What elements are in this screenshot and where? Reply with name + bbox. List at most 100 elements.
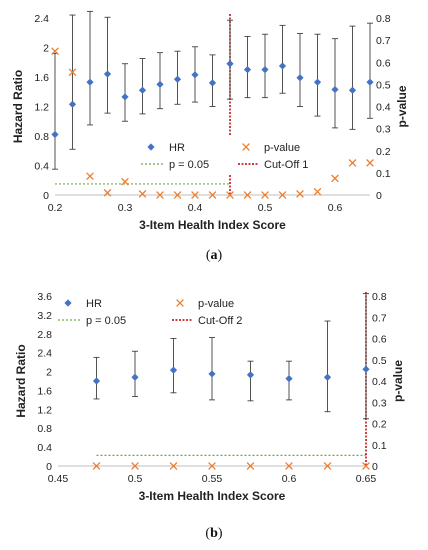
y-tick-label: 0.8 (37, 423, 52, 435)
p-value-point (131, 462, 139, 470)
p-value-point (278, 191, 287, 199)
x-tick-label: 0.45 (48, 473, 69, 485)
y2-tick-label: 0.6 (376, 57, 391, 69)
legend-cutoff-label: Cut-Off 1 (264, 159, 308, 171)
p-value-point (208, 191, 217, 199)
y2-tick-label: 0.5 (376, 79, 391, 91)
legend: HR p-value p = 0.05 Cut-Off 1 (135, 136, 333, 174)
y-tick-label: 1.2 (37, 404, 52, 416)
legend: HR p-value p = 0.05 Cut-Off 2 (58, 298, 242, 327)
legend-threshold-label: p = 0.05 (86, 315, 126, 327)
x-tick-label: 0.4 (188, 202, 203, 214)
x-tick-label: 0.6 (328, 202, 343, 214)
chart-b-svg: 0 0.4 0.8 1.2 1.6 2 2.4 2.8 3.2 3.6 0 0.1 0.2 0.3 0.4 0… (14, 291, 405, 503)
x-tick-label: 0.65 (356, 473, 377, 485)
hr-point (226, 60, 234, 68)
p-value-point (208, 462, 216, 470)
hr-point (121, 93, 129, 101)
y2-axis-title: p-value (391, 360, 405, 402)
p-value-point (121, 177, 129, 186)
y-tick-label: 1.6 (34, 72, 49, 84)
hr-point (131, 373, 139, 381)
hr-point (278, 62, 287, 70)
hr-point (92, 377, 101, 385)
y-tick-label: 2.8 (37, 329, 52, 341)
caption-b: (b) (205, 526, 223, 541)
y-tick-label: 2 (43, 43, 49, 55)
p-value-point (226, 191, 234, 199)
y2-tick-label: 0.2 (376, 146, 391, 158)
chart-a-svg: 0 0.4 0.8 1.2 1.6 2 2.4 0 0.1 0.2 0.3 0.4 0.5 0.6 0.7 0… (11, 10, 409, 232)
legend-p-marker (176, 299, 184, 307)
y2-tick-label: 0.2 (372, 419, 387, 431)
y2-tick-label: 0.3 (372, 397, 387, 409)
hr-series (92, 293, 370, 420)
legend-hr-label: HR (169, 142, 185, 154)
p-value-point (362, 462, 370, 470)
legend-threshold-label: p = 0.05 (169, 159, 209, 171)
legend-hr-marker (147, 143, 155, 151)
legend-p-marker (242, 143, 250, 151)
p-value-point (92, 462, 101, 470)
y2-tick-label: 0.4 (376, 102, 391, 114)
hr-point (173, 75, 182, 83)
hr-point (246, 371, 255, 379)
y-axis-title: Hazard Ratio (14, 344, 28, 417)
p-value-point (246, 462, 255, 470)
y2-tick-label: 0.8 (372, 291, 387, 303)
p-value-point (313, 187, 322, 196)
y2-tick-label: 0.4 (372, 376, 387, 388)
p-value-point (169, 462, 178, 470)
hr-point (138, 86, 147, 94)
y2-tick-label: 0.6 (372, 334, 387, 346)
p-value-series (92, 462, 370, 470)
x-tick-label: 0.6 (282, 473, 297, 485)
y-tick-label: 3.2 (37, 310, 52, 322)
hr-point (285, 375, 293, 383)
hr-point (366, 78, 374, 86)
y-tick-label: 0.8 (34, 131, 49, 143)
hr-point (208, 370, 216, 378)
chart-panel-a: 0 0.4 0.8 1.2 1.6 2 2.4 0 0.1 0.2 0.3 0.4 0.5 0.6 0.7 0… (0, 0, 428, 272)
x-axis-title: 3-Item Health Index Score (139, 489, 286, 503)
hr-point (51, 130, 59, 139)
hr-point (103, 70, 112, 78)
y-tick-label: 3.6 (37, 291, 52, 303)
x-tick-label: 0.55 (202, 473, 223, 485)
caption-a: (a) (205, 248, 223, 263)
p-value-point (103, 188, 112, 197)
y-tick-label: 2.4 (37, 348, 52, 360)
chart-panel-b: 0 0.4 0.8 1.2 1.6 2 2.4 2.8 3.2 3.6 0 0.1 0.2 0.3 0.4 0… (0, 278, 428, 550)
legend-p-label: p-value (198, 298, 234, 310)
y2-tick-label: 0 (372, 461, 378, 473)
hr-point (68, 100, 77, 108)
hr-point (362, 365, 370, 373)
y2-axis-title: p-value (395, 85, 409, 127)
y-tick-label: 1.2 (34, 102, 49, 114)
y-axis-title: Hazard Ratio (11, 70, 25, 143)
y-tick-label: 0.4 (34, 161, 49, 173)
hr-point (348, 86, 357, 94)
p-value-point (366, 159, 374, 167)
y-tick-label: 0 (43, 190, 49, 202)
p-value-point (173, 191, 182, 199)
legend-p-label: p-value (264, 142, 300, 154)
p-value-point (348, 159, 357, 167)
p-value-point (285, 462, 293, 470)
legend-box (135, 136, 333, 174)
y-tick-label: 2 (46, 367, 52, 379)
y-tick-label: 1.6 (37, 385, 52, 397)
hr-point (86, 78, 94, 86)
p-value-series (51, 47, 374, 199)
hr-series (51, 10, 374, 170)
p-value-point (68, 68, 77, 77)
hr-point (156, 80, 164, 88)
p-value-point (51, 47, 59, 56)
y2-tick-label: 0.7 (376, 35, 391, 47)
y2-tick-label: 0.7 (372, 312, 387, 324)
y-tick-label: 2.4 (34, 13, 49, 25)
x-tick-label: 0.5 (258, 202, 273, 214)
p-value-point (296, 190, 304, 198)
legend-cutoff-label: Cut-Off 2 (198, 315, 242, 327)
hr-point (169, 366, 178, 374)
